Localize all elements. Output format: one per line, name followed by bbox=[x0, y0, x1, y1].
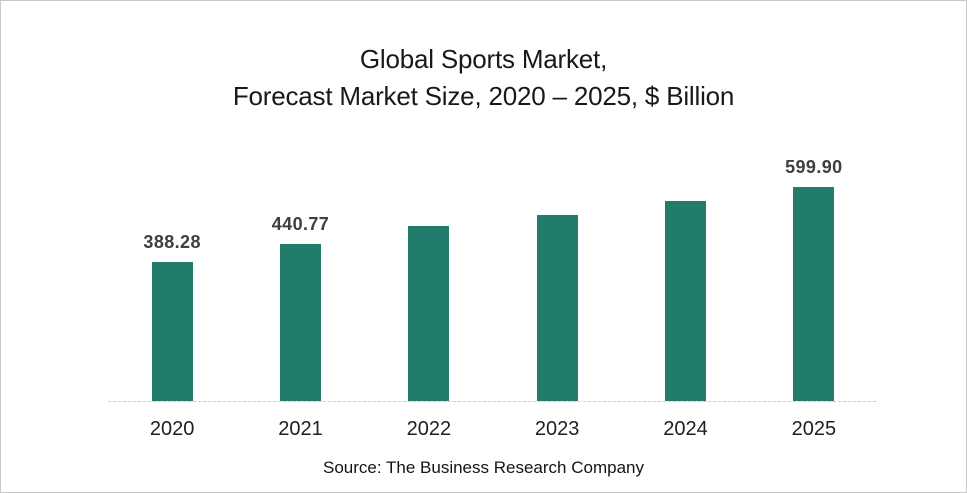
bar-2021 bbox=[280, 243, 321, 401]
bar-2025 bbox=[793, 187, 835, 401]
x-axis-tick-2023: 2023 bbox=[534, 418, 580, 440]
bar-2024 bbox=[665, 200, 706, 401]
bar-value-label-2021: 440.77 bbox=[271, 213, 330, 234]
x-axis-tick-2020: 2020 bbox=[149, 418, 195, 440]
x-axis-tick-2021: 2021 bbox=[278, 418, 323, 440]
chart-title: Global Sports Market, Forecast Market Si… bbox=[1, 41, 966, 115]
bar-value-label-2025: 599.90 bbox=[785, 157, 843, 177]
chart-title-line1: Global Sports Market, bbox=[359, 44, 608, 74]
chart-title-line2: Forecast Market Size, 2020 – 2025, $ Bil… bbox=[232, 81, 735, 111]
x-axis-tick-2022: 2022 bbox=[406, 418, 452, 440]
bar-2023 bbox=[536, 215, 578, 401]
bar-2020 bbox=[151, 262, 193, 401]
bar-value-label-2020: 388.28 bbox=[143, 232, 201, 253]
bar-2022 bbox=[408, 226, 450, 401]
source-caption: Source: The Business Research Company bbox=[323, 458, 644, 477]
x-axis-line bbox=[108, 401, 878, 402]
x-axis-tick-2024: 2024 bbox=[663, 418, 708, 440]
x-axis-tick-2025: 2025 bbox=[791, 418, 837, 440]
